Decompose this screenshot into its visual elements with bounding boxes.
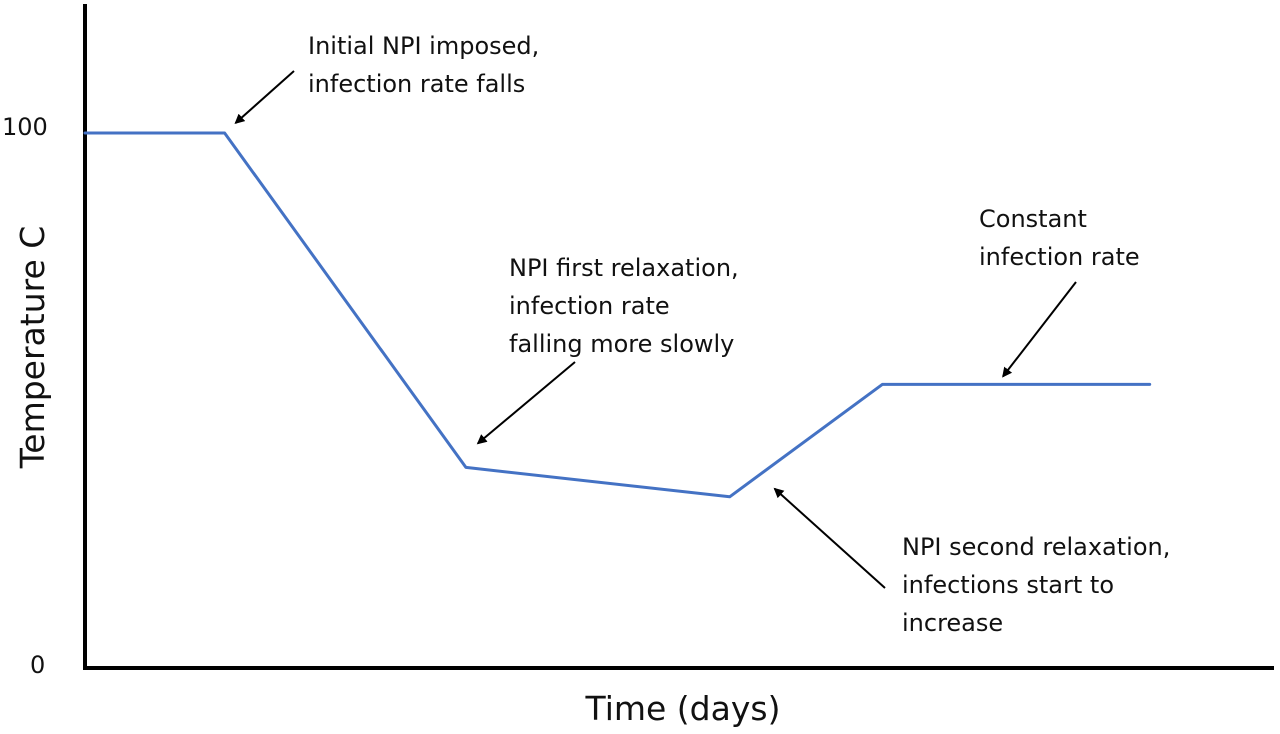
y-tick-label-max: 100: [2, 113, 48, 141]
annotation-constant-rate-line-2: infection rate: [979, 243, 1140, 271]
annotation-initial-npi-line-2: infection rate falls: [308, 70, 525, 98]
annotation-second-relaxation: NPI second relaxation, infections start …: [902, 533, 1178, 637]
annotation-second-relaxation-line-3: increase: [902, 609, 1003, 637]
annotation-arrow-second-relaxation: [773, 487, 886, 589]
annotation-initial-npi: Initial NPI imposed, infection rate fall…: [308, 32, 547, 98]
annotation-constant-rate-line-1: Constant: [979, 205, 1087, 233]
annotation-first-relaxation-line-3: falling more slowly: [509, 330, 734, 358]
annotation-first-relaxation-line-1: NPI first relaxation,: [509, 254, 739, 282]
annotation-first-relaxation-line-2: infection rate: [509, 292, 670, 320]
annotation-arrow-first-relaxation: [476, 361, 576, 445]
annotation-arrow-constant-rate: [1002, 281, 1077, 378]
annotation-first-relaxation: NPI first relaxation, infection rate fal…: [509, 254, 746, 358]
annotation-initial-npi-line-1: Initial NPI imposed,: [308, 32, 539, 60]
annotation-constant-rate: Constant infection rate: [979, 205, 1140, 271]
annotation-arrow-initial-npi: [234, 70, 295, 124]
annotation-second-relaxation-line-1: NPI second relaxation,: [902, 533, 1170, 561]
y-tick-label-min: 0: [30, 651, 45, 679]
series-line: [83, 131, 1152, 499]
x-axis-title: Time (days): [585, 689, 781, 728]
annotation-second-relaxation-line-2: infections start to: [902, 571, 1114, 599]
y-axis-title: Temperature C: [13, 226, 52, 470]
